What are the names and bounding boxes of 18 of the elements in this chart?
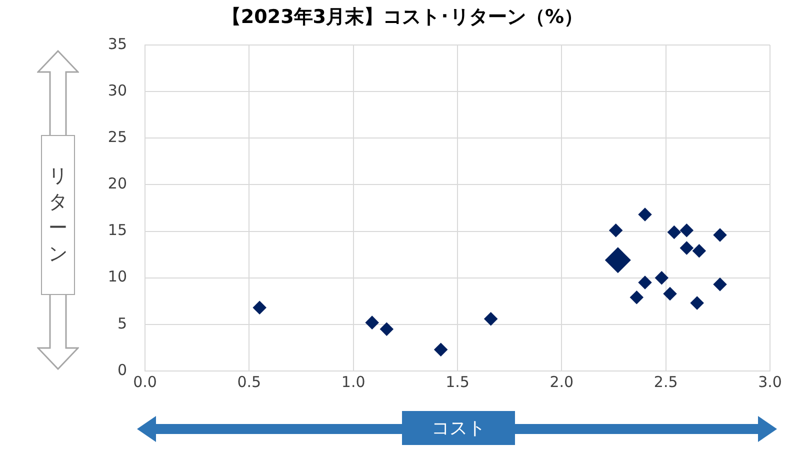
- x-tick-label: 0.5: [237, 372, 262, 391]
- y-tick-label: 0: [117, 360, 127, 379]
- x-axis-title: コスト: [402, 411, 515, 445]
- y-tick-label: 30: [108, 81, 127, 100]
- y-tick-label: 20: [108, 174, 127, 193]
- y-tick-label: 5: [117, 314, 127, 332]
- x-tick-label: 2.5: [654, 372, 678, 391]
- x-tick-label: 1.0: [341, 372, 366, 391]
- y-tick-label: 15: [108, 221, 127, 240]
- x-tick-label: 2.0: [550, 372, 574, 391]
- y-axis-title: リターン: [48, 164, 68, 267]
- x-tick-label: 1.5: [446, 372, 470, 391]
- y-tick-label: 10: [108, 268, 127, 286]
- x-tick-label: 3.0: [758, 372, 782, 391]
- y-tick-label: 35: [108, 34, 127, 53]
- x-tick-label: 0.0: [133, 372, 157, 391]
- y-tick-label: 25: [108, 128, 127, 146]
- chart-title: 【2023年3月末】コスト･リターン（%）: [220, 5, 584, 30]
